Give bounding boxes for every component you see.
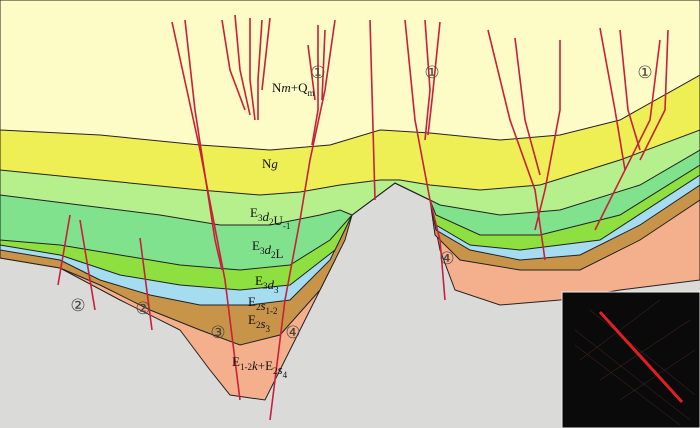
faults bbox=[57, 14, 669, 421]
label-part: U bbox=[273, 213, 283, 228]
fault bbox=[534, 40, 561, 231]
fault bbox=[599, 27, 626, 171]
fault bbox=[221, 19, 246, 111]
label-part: E bbox=[252, 238, 260, 253]
label-part: k bbox=[252, 358, 258, 373]
strata bbox=[0, 0, 700, 401]
label-part: m bbox=[308, 88, 315, 98]
layer-label: E3d2U-1 bbox=[250, 205, 290, 231]
label-part: s bbox=[260, 298, 265, 313]
labels: Nm+QmNgE3d2U-1E3d2LE3d3E2s1-2E2s3E1-2k+E… bbox=[70, 63, 652, 380]
label-part: N bbox=[262, 156, 272, 171]
label-part: E bbox=[232, 354, 240, 369]
fault-marker: ② bbox=[70, 296, 85, 315]
label-part: 1-2 bbox=[266, 306, 278, 316]
label-part: 1-2 bbox=[240, 362, 252, 372]
fault bbox=[639, 29, 669, 161]
fault bbox=[514, 37, 541, 176]
fault-marker: ④ bbox=[285, 323, 300, 342]
label-part: m bbox=[281, 80, 290, 95]
label-part: s bbox=[260, 316, 265, 331]
label-part: +Q bbox=[291, 80, 308, 95]
label-part: 2 bbox=[269, 217, 274, 227]
label-part: 3 bbox=[258, 213, 263, 223]
layer-label: E2s1-2 bbox=[248, 294, 278, 316]
fault bbox=[139, 237, 153, 331]
inset-section-line bbox=[598, 310, 684, 404]
fault-marker: ③ bbox=[210, 323, 225, 342]
layer-label: E3d2L bbox=[252, 238, 283, 261]
label-part: 4 bbox=[283, 370, 288, 380]
label-part: g bbox=[271, 156, 278, 171]
label-part: d bbox=[262, 209, 269, 224]
inset-map bbox=[561, 291, 700, 428]
layer-label: Ng bbox=[262, 156, 278, 171]
fault bbox=[424, 19, 431, 141]
label-part: s bbox=[278, 362, 283, 377]
fault bbox=[234, 14, 251, 116]
label-part: 3 bbox=[274, 285, 279, 295]
label-part: -1 bbox=[283, 221, 291, 231]
fault bbox=[269, 19, 336, 421]
fault bbox=[79, 219, 96, 311]
layer-label: Nm+Qm bbox=[272, 80, 315, 98]
fault bbox=[311, 25, 319, 146]
label-part: 3 bbox=[263, 281, 268, 291]
label-part: d bbox=[267, 277, 274, 292]
label-part: +E bbox=[258, 358, 273, 373]
label-part: 3 bbox=[260, 246, 265, 256]
label-part: L bbox=[275, 246, 283, 261]
label-part: N bbox=[272, 80, 282, 95]
fault-marker: ① bbox=[424, 63, 439, 82]
label-part: 2 bbox=[256, 302, 261, 312]
fault-marker: ① bbox=[637, 63, 652, 82]
label-part: 2 bbox=[271, 250, 276, 260]
label-part: 3 bbox=[266, 324, 271, 334]
fault bbox=[427, 21, 441, 136]
fault bbox=[369, 19, 376, 201]
fault bbox=[404, 19, 446, 301]
fault bbox=[57, 214, 71, 286]
fault bbox=[261, 17, 271, 91]
layer-label: E1-2k+E2s4 bbox=[232, 354, 288, 380]
label-part: 2 bbox=[256, 320, 261, 330]
fault bbox=[619, 29, 641, 151]
fault bbox=[249, 18, 256, 121]
label-part: E bbox=[250, 205, 258, 220]
label-part: 2 bbox=[273, 366, 278, 376]
fault-marker: ② bbox=[135, 299, 150, 318]
fault bbox=[257, 19, 263, 120]
layer-label: E2s3 bbox=[248, 312, 271, 334]
fault bbox=[184, 19, 223, 271]
label-part: E bbox=[255, 273, 263, 288]
fault bbox=[487, 29, 546, 261]
inset-frame bbox=[561, 291, 700, 428]
fault bbox=[307, 44, 316, 101]
fault bbox=[321, 29, 326, 101]
fault-marker: ① bbox=[310, 63, 325, 82]
fault bbox=[594, 39, 661, 231]
fault bbox=[171, 21, 241, 401]
label-part: E bbox=[248, 312, 256, 327]
label-part: E bbox=[248, 294, 256, 309]
layer-label: E3d3 bbox=[255, 273, 279, 295]
fault-marker: ④ bbox=[439, 249, 454, 268]
label-part: d bbox=[264, 242, 271, 257]
